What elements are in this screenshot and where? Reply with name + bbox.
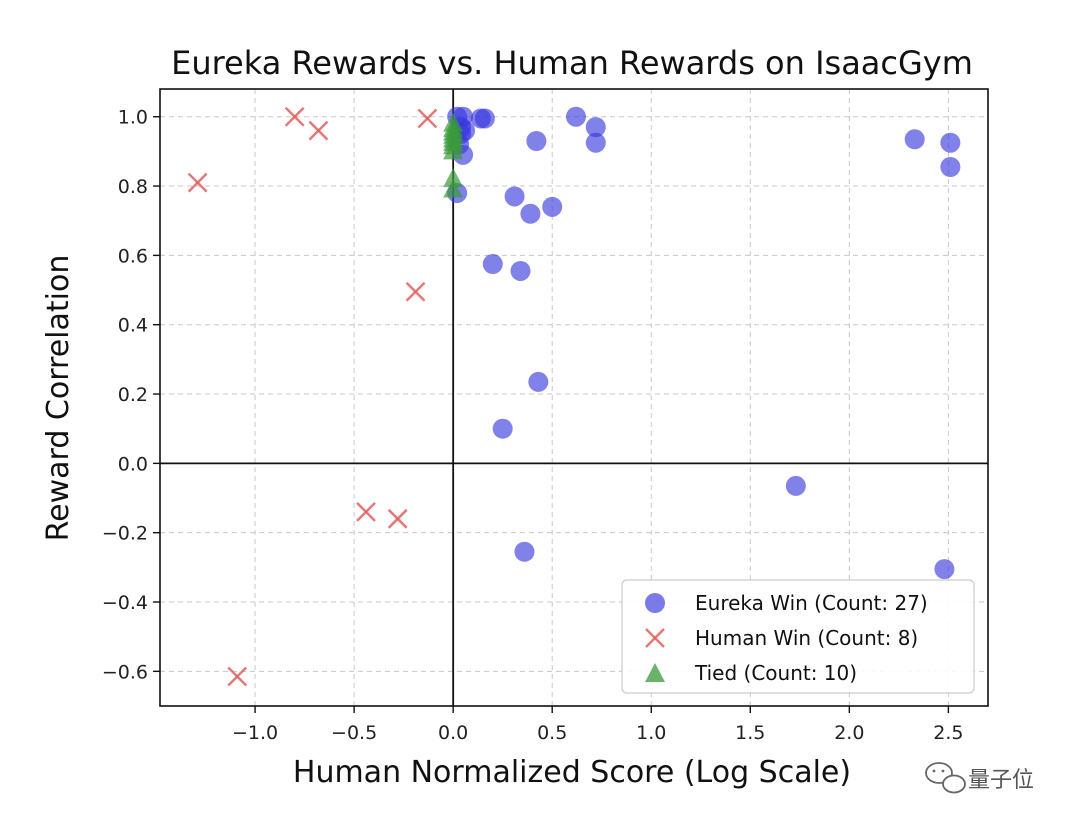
x-tick-label: −0.5 (331, 722, 377, 744)
legend-label-tied: Tied (Count: 10) (694, 661, 857, 685)
human-win-point (405, 281, 426, 302)
legend-label-eureka: Eureka Win (Count: 27) (695, 591, 928, 615)
eureka-win-point (940, 132, 961, 153)
x-tick-label: 2.0 (834, 722, 864, 744)
y-tick-label: −0.4 (102, 592, 148, 614)
eureka-win-point (492, 418, 513, 439)
x-tick-label: −1.0 (232, 722, 278, 744)
y-tick-label: 0.6 (118, 245, 148, 267)
y-tick-label: 0.4 (118, 315, 148, 337)
y-tick-label: 0.2 (118, 384, 148, 406)
eureka-win-point (934, 559, 955, 580)
legend-marker-eureka (645, 593, 665, 613)
y-tick-label: −0.6 (102, 661, 148, 683)
human-win-point (356, 502, 376, 522)
human-win-point (308, 120, 329, 141)
axis-ticks: −1.0 −0.5 0.0 0.5 1.0 1.5 2.0 2.5 −0.6 −0.4 −0.2 0.… (102, 107, 964, 744)
eureka-win-point (520, 203, 541, 224)
eureka-win-point (904, 129, 925, 150)
x-tick-label: 0.0 (438, 722, 468, 744)
x-tick-label: 0.5 (537, 722, 567, 744)
human-win-point (227, 666, 248, 687)
y-tick-label: −0.2 (102, 523, 148, 545)
human-win-point (284, 106, 305, 127)
eureka-win-point (526, 130, 547, 151)
y-axis-title: Reward Correlation (41, 255, 76, 542)
x-axis-title: Human Normalized Score (Log Scale) (293, 755, 851, 790)
eureka-win-point (528, 371, 549, 392)
eureka-win-point (504, 186, 525, 207)
x-tick-label: 1.5 (735, 722, 765, 744)
legend-marker-human (645, 628, 665, 648)
legend: Eureka Win (Count: 27) Human Win (Count:… (621, 579, 975, 694)
watermark-text: 量子位 (968, 768, 1034, 793)
eureka-win-point (940, 156, 961, 177)
eureka-win-point (585, 117, 606, 138)
x-tick-label: 1.0 (636, 722, 666, 744)
legend-marker-tied (645, 663, 665, 682)
tied-point (443, 178, 464, 198)
human-win-point (417, 108, 438, 129)
watermark: 量子位 (925, 762, 1034, 794)
eureka-win-point (785, 475, 806, 496)
eureka-win-point (542, 196, 563, 217)
eureka-win-point (585, 132, 606, 153)
tied-point (443, 168, 464, 188)
eureka-win-point (510, 260, 531, 281)
eureka-win-point (474, 108, 495, 129)
human-win-point (187, 172, 208, 193)
legend-box (621, 579, 975, 694)
plot-frame (159, 88, 989, 707)
y-tick-label: 1.0 (118, 107, 148, 129)
eureka-win-point (565, 106, 586, 127)
x-tick-label: 2.5 (933, 722, 963, 744)
legend-label-human: Human Win (Count: 8) (695, 626, 918, 650)
tied-point (443, 140, 464, 160)
eureka-win-point (482, 254, 503, 275)
eureka-win-point (514, 541, 535, 562)
chart-title: Eureka Rewards vs. Human Rewards on Isaa… (171, 44, 973, 82)
wechat-icon (925, 762, 966, 794)
data-points (187, 106, 961, 687)
y-tick-label: 0.0 (118, 453, 148, 475)
human-win-point (387, 508, 408, 529)
y-tick-label: 0.8 (118, 176, 148, 198)
